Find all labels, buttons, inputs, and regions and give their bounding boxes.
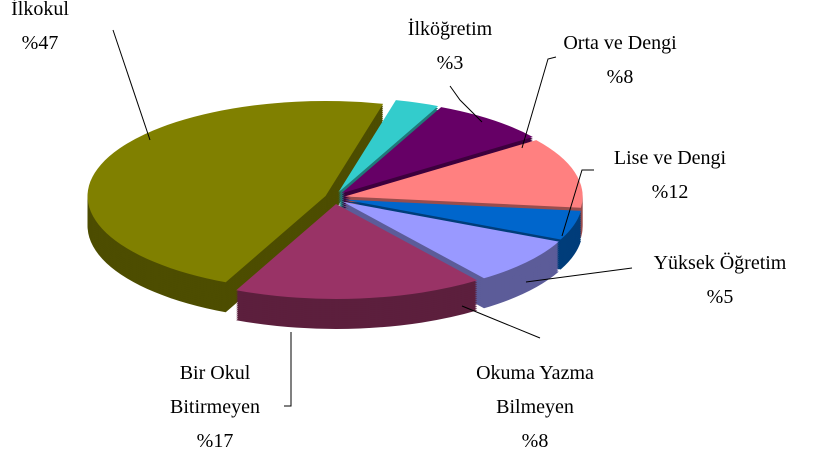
leader-line [521,56,557,149]
category-label: Lise ve Dengi [613,147,727,169]
value-label: %12 [651,181,689,203]
slices [87,100,583,329]
leader-line [561,169,594,237]
value-label: %3 [436,52,464,74]
slice-label: Yüksek Öğretim %5 [625,246,815,314]
slice-label: İlköğretim %3 [390,12,510,80]
value-label: %8 [521,430,549,452]
slice [344,199,581,240]
slice-label: Orta ve Dengi %8 [550,26,690,94]
slice [338,100,439,193]
value-label: %17 [196,430,234,452]
slice [341,107,533,194]
value-label: %5 [706,286,734,308]
leader-line [112,29,151,141]
leader-line [525,267,633,283]
value-label: %8 [606,66,634,88]
slice-label: Bir Okul Bitirmeyen %17 [150,356,280,452]
slice [87,101,384,283]
value-label: %47 [21,32,59,54]
leader-lines [112,29,633,407]
slice [342,201,559,279]
category-label: Yüksek Öğretim [653,252,787,274]
category-label: İlköğretim [407,18,493,40]
slice [344,140,583,208]
category-label: Bir Okul Bitirmeyen [170,362,260,418]
category-label: Okuma Yazma Bilmeyen [476,362,594,418]
slice-label: Okuma Yazma Bilmeyen %8 [445,356,625,452]
leader-line [284,332,292,407]
category-label: İlkokul [11,0,69,20]
slice [236,203,478,299]
slice-label: Lise ve Dengi %12 [590,141,750,209]
leader-line [449,85,483,123]
slice-label: İlkokul %47 [0,0,85,60]
leader-line [461,305,541,339]
category-label: Orta ve Dengi [563,32,677,54]
